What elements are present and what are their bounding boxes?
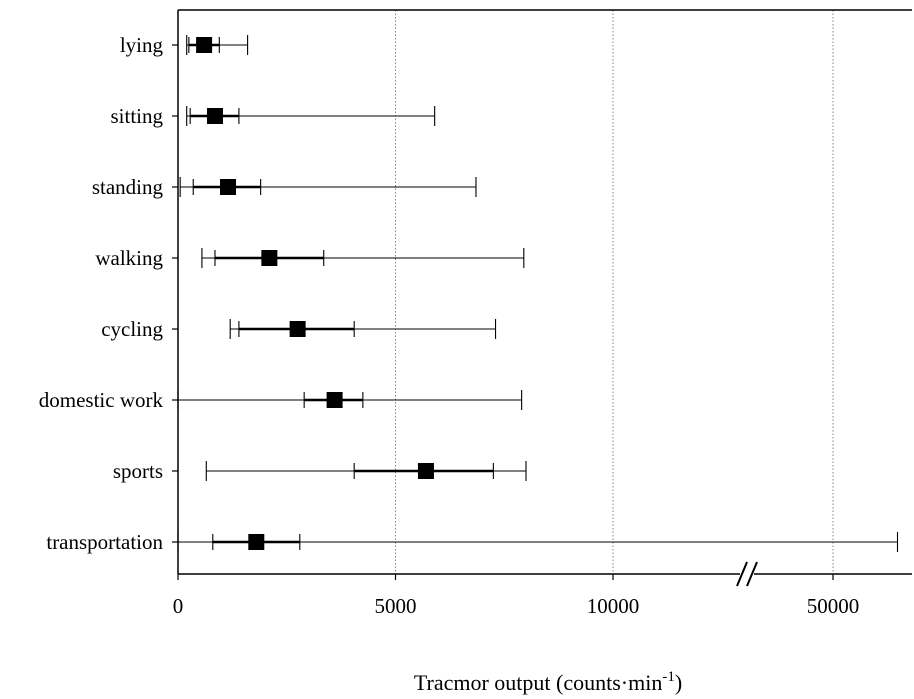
category-label: standing [92, 175, 164, 199]
median-marker [289, 321, 306, 337]
median-marker [248, 534, 265, 550]
row-cycling [229, 319, 497, 339]
row-sitting [186, 106, 436, 126]
median-marker [261, 250, 278, 266]
median-marker [196, 37, 213, 53]
category-label: transportation [46, 530, 163, 554]
row-lying [186, 35, 249, 55]
row-transportation [177, 532, 899, 552]
x-ticks: 0 5000 10000 50000 [173, 574, 860, 618]
x-axis-title-sup: -1 [662, 669, 675, 685]
x-tick-label: 5000 [375, 594, 417, 618]
category-label: walking [95, 246, 163, 270]
x-axis-title-close: ) [675, 670, 682, 695]
category-label: domestic work [39, 388, 164, 412]
row-sports [205, 461, 527, 481]
category-labels: lying sitting standing walking cycling domest… [39, 33, 178, 554]
median-marker [326, 392, 343, 408]
data-marks [177, 35, 899, 552]
category-label: sitting [110, 104, 163, 128]
x-tick-label: 0 [173, 594, 184, 618]
row-standing [179, 177, 477, 197]
grid-layer [395, 10, 834, 574]
category-label: cycling [101, 317, 163, 341]
x-tick-label: 50000 [807, 594, 860, 618]
x-axis-title: Tracmor output (counts·min-1) [414, 669, 682, 695]
median-marker [220, 179, 237, 195]
median-marker [417, 463, 434, 479]
row-domestic-work [177, 390, 523, 410]
median-marker [206, 108, 223, 124]
category-label: lying [120, 33, 164, 57]
x-tick-label: 10000 [587, 594, 640, 618]
x-axis-title-main: Tracmor output (counts·min [414, 670, 663, 695]
category-label: sports [113, 459, 163, 483]
axis-break-icon [736, 561, 758, 587]
axes-layer [177, 9, 912, 587]
row-walking [201, 248, 525, 268]
